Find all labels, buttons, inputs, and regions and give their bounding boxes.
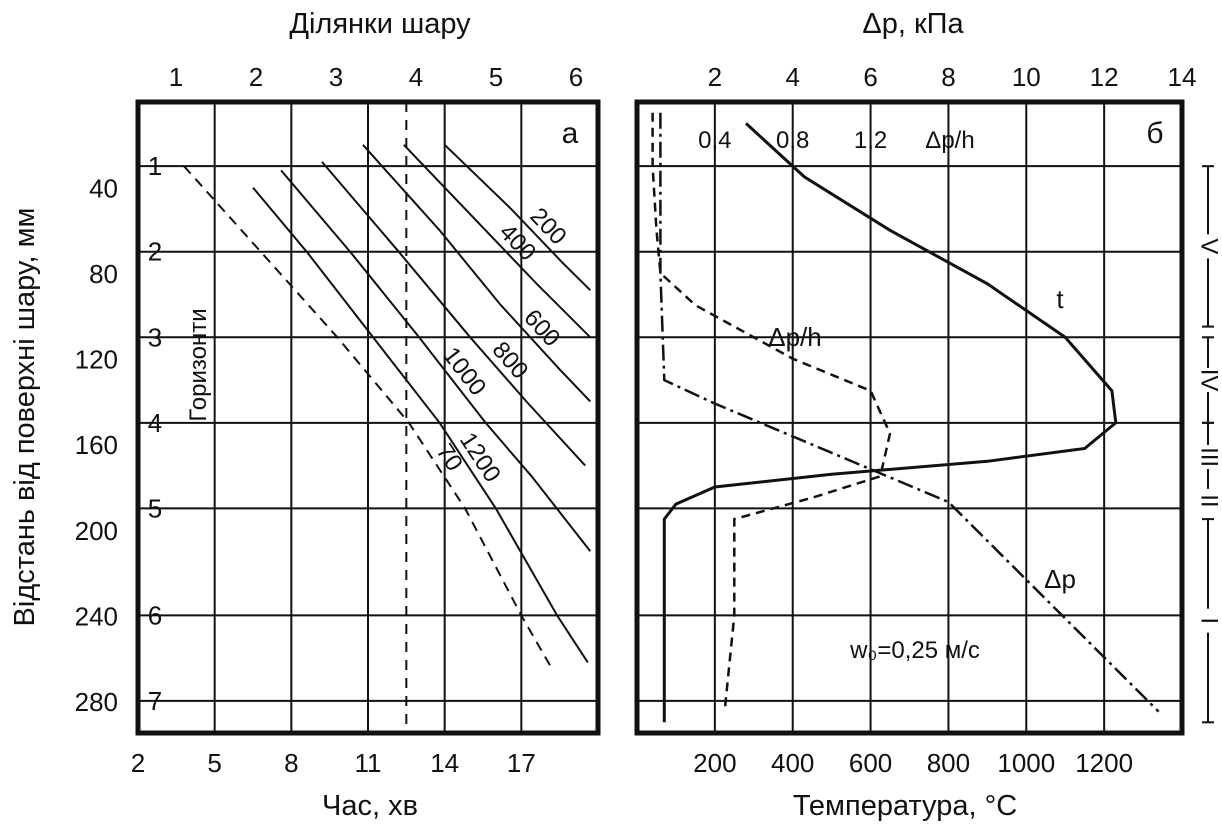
y-tick-label: 40	[89, 174, 118, 204]
panel-a-bottom-tick-label: 14	[430, 748, 459, 778]
panel-a-top-tick-label: 6	[569, 62, 583, 92]
panel-b-top-tick-label: 2	[708, 62, 722, 92]
pressure-gradient-curve	[653, 113, 890, 712]
panel-a-top-title: Ділянки шару	[289, 8, 471, 40]
panel-b-top-tick-label: 10	[1012, 62, 1041, 92]
zone-label: I	[1196, 617, 1222, 624]
horizon-number: 1	[148, 151, 162, 181]
panel-b-letter: б	[1146, 117, 1163, 150]
panel-a-top-tick-label: 5	[489, 62, 503, 92]
inner-axis-label: Δp/h	[925, 127, 974, 154]
y-axis-title: Відстань від поверхні шару, мм	[9, 208, 41, 627]
zone-label: V	[1196, 238, 1222, 254]
panel-a-letter: а	[562, 117, 579, 150]
horizon-number: 7	[148, 686, 162, 716]
panel-b-bottom-tick-label: 1000	[997, 748, 1055, 778]
series-label: Δp	[1044, 564, 1076, 594]
panel-a-bottom-tick-label: 11	[355, 748, 382, 778]
isotherm-label: 800	[487, 337, 534, 385]
panel-b-top-tick-label: 14	[1168, 62, 1197, 92]
y-tick-label: 160	[75, 430, 118, 460]
zone-label: II	[1196, 494, 1222, 507]
zone-label: III	[1196, 447, 1222, 467]
isotherm-label: 600	[518, 304, 565, 352]
horizon-number: 3	[148, 322, 162, 352]
panel-a-top-tick-label: 2	[249, 62, 263, 92]
panel-b-bottom-tick-label: 400	[771, 748, 814, 778]
series-label: t	[1056, 284, 1064, 314]
y-tick-label: 200	[75, 516, 118, 546]
panel-b-ticks: 2 4 6 8 10 12 14 200 400 600 800 1000 1200 0,4 0,8 1,2	[693, 62, 1196, 778]
velocity-label: w₀=0,25 м/с	[849, 637, 980, 664]
panel-b-bottom-tick-label: 1200	[1075, 748, 1133, 778]
horizon-number: 6	[148, 600, 162, 630]
panel-b-inner-tick-label: 0,8	[776, 127, 809, 154]
horizon-number: 5	[148, 493, 162, 523]
panel-b-inner-tick-label: 0,4	[698, 127, 731, 154]
panel-a-bottom-tick-label: 5	[207, 748, 221, 778]
panel-b-top-title: Δp, кПа	[862, 8, 964, 40]
panel-b-bottom-tick-label: 200	[693, 748, 736, 778]
panel-a-top-tick-label: 4	[409, 62, 423, 92]
pressure-drop-curve	[660, 113, 1158, 712]
panel-b-top-tick-label: 8	[941, 62, 955, 92]
y-tick-label: 120	[75, 345, 118, 375]
y-tick-label: 240	[75, 601, 118, 631]
panel-a-top-tick-label: 1	[169, 62, 183, 92]
panel-a-x-axis-title: Час, хв	[322, 790, 418, 822]
zone-label: IV	[1196, 369, 1222, 392]
horizon-number: 2	[148, 237, 162, 267]
panel-b-inner-tick-label: 1,2	[854, 127, 887, 154]
panel-b-top-tick-label: 4	[785, 62, 799, 92]
panel-a-bottom-tick-label: 8	[284, 748, 298, 778]
panel-b-curves: t Δp Δp/h	[653, 113, 1159, 723]
panel-b-bottom-tick-label: 800	[927, 748, 970, 778]
isotherm-curve-400	[404, 145, 591, 337]
isotherm-curve-1200	[253, 188, 588, 663]
panel-b-top-tick-label: 12	[1090, 62, 1119, 92]
panel-b-temperature-chart: Δp, кПа Температура, °С б Δp/h w₀=0,25 м…	[637, 8, 1222, 822]
panel-a-bottom-tick-label: 17	[507, 748, 536, 778]
panel-b-bottom-tick-label: 600	[849, 748, 892, 778]
series-label: Δp/h	[768, 322, 822, 352]
y-tick-label: 280	[75, 687, 118, 717]
horizon-number: 4	[148, 408, 162, 438]
y-tick-label: 80	[89, 259, 118, 289]
isotherm-curve-600	[363, 145, 590, 402]
panel-a-top-tick-label: 3	[329, 62, 343, 92]
panel-b-top-tick-label: 6	[863, 62, 877, 92]
horizons-label: Горизонти	[185, 308, 212, 421]
panel-a-bottom-tick-label: 2	[131, 748, 145, 778]
panel-b-x-axis-title: Температура, °С	[793, 790, 1017, 822]
panel-a-time-chart: Ділянки шару Час, хв Відстань від поверх…	[9, 8, 598, 822]
